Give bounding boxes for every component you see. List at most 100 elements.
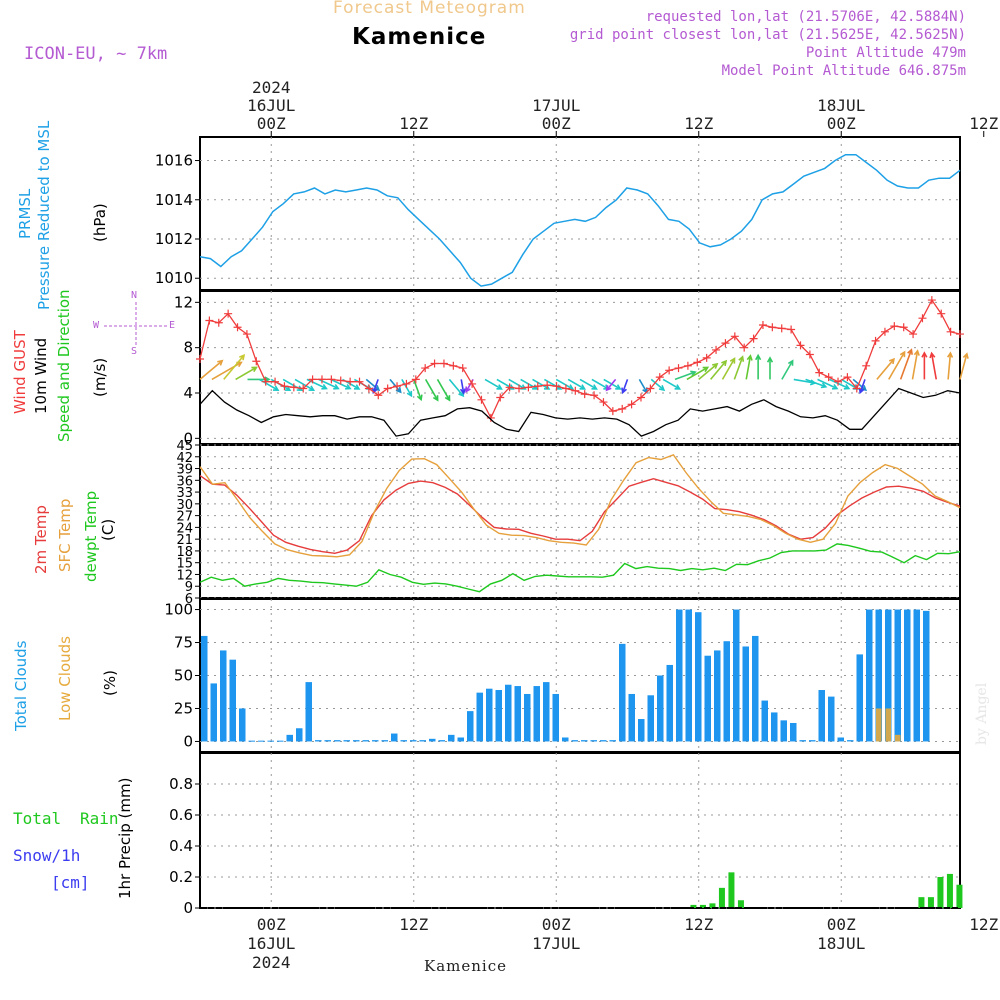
total-cloud-bar (457, 737, 464, 742)
wind-vector-head (787, 359, 794, 366)
total-cloud-bar (220, 650, 227, 742)
total-cloud-bar (533, 686, 540, 742)
wind-vector (852, 378, 867, 391)
gust-marker (937, 309, 946, 318)
y-tick-label: 75 (174, 634, 193, 652)
compass-rose (104, 302, 167, 346)
y-tick-label: 4 (183, 384, 193, 402)
model-label: ICON-EU, ~ 7km (24, 44, 168, 64)
gust-marker (486, 413, 495, 422)
gust-marker (261, 377, 270, 386)
wind-vector-head (345, 383, 352, 390)
total-cloud-bar (267, 740, 274, 742)
gust-marker (880, 327, 889, 336)
total-cloud-bar (818, 690, 825, 742)
y-tick-label: 36 (176, 474, 193, 489)
total-cloud-bar (885, 609, 892, 742)
wind-vector-head (239, 353, 246, 361)
total-cloud-bar (239, 708, 246, 742)
total-cloud-bar (210, 683, 217, 742)
total-cloud-bar (581, 740, 588, 742)
top-time-label: 18JUL (817, 96, 865, 115)
wind-vector-head (308, 385, 316, 391)
gust-marker (252, 357, 261, 366)
panel-frame (199, 444, 961, 599)
y-tick-label: 1010 (155, 269, 193, 287)
gust-marker (712, 345, 721, 354)
gust-marker (515, 384, 524, 393)
bottom-time-label: 16JUL (247, 934, 295, 953)
gust-marker (796, 341, 805, 350)
rain-bar (699, 904, 706, 908)
gust-marker (355, 377, 364, 386)
y-tick-label: 25 (174, 699, 193, 717)
wind10m-line (199, 387, 961, 437)
gust-marker (308, 375, 317, 384)
wind-vector (543, 378, 562, 390)
y-tick-label: 0.2 (169, 868, 193, 886)
wind-vector-head (591, 384, 598, 390)
total-cloud-bar (913, 609, 920, 742)
total-cloud-bar (904, 609, 911, 742)
y-tick-label: 42 (176, 451, 193, 466)
top-time-label: 00Z (542, 114, 571, 133)
wind-vector (484, 378, 502, 390)
wind-vector (662, 378, 680, 390)
wind-vector-head (444, 395, 451, 402)
top-time-label: 12Z (399, 114, 428, 133)
gust-marker (627, 400, 636, 409)
gust-marker (214, 318, 223, 327)
wind-vector-head (946, 351, 954, 358)
total-cloud-bar (647, 695, 654, 742)
wind-vector (745, 355, 752, 380)
total-cloud-bar (619, 643, 626, 742)
wind-vector-head (373, 385, 381, 392)
y-tick-label: 33 (176, 486, 193, 501)
wind-vector (448, 378, 464, 397)
gust-marker (393, 382, 402, 391)
total-cloud-bar (305, 682, 312, 742)
point-altitude: Point Altitude 479m (805, 45, 966, 61)
gust-markers (196, 296, 964, 422)
gust-marker (571, 386, 580, 395)
compass-n: N (131, 290, 138, 301)
gust-marker (740, 343, 749, 352)
gust-marker (693, 358, 702, 367)
wind-vector (930, 353, 938, 380)
wind-vector (959, 353, 968, 380)
model-altitude: Model Point Altitude 646.875m (721, 63, 966, 79)
wind-vector-head (465, 386, 471, 393)
bottom-time-label: 12Z (399, 915, 428, 934)
compass-w: W (93, 320, 100, 331)
gust-marker (552, 382, 561, 391)
location-title: Kamenice (352, 24, 487, 50)
wind-vector-head (755, 353, 762, 361)
total-cloud-bar (723, 641, 730, 742)
wind-vector-head (406, 390, 413, 398)
total-cloud-bar (229, 659, 236, 742)
gust-marker (233, 323, 242, 332)
wind-vector-head (831, 383, 839, 390)
cloud-bars (201, 609, 930, 742)
rain-bar (956, 884, 963, 908)
wind-vector (460, 379, 465, 394)
total-cloud-bar (448, 734, 455, 742)
wind-vector (621, 379, 629, 393)
product-title: Forecast Meteogram (333, 0, 526, 18)
y-tick-label: 6 (185, 592, 193, 607)
y-tick-label: 12 (176, 568, 193, 583)
rain-bar (718, 887, 725, 908)
gust-marker (383, 384, 392, 393)
wind-vector-head (621, 387, 627, 395)
precip-bars (200, 872, 963, 909)
wind-vector (710, 360, 727, 380)
gust-marker (439, 359, 448, 368)
total-cloud-bar (600, 740, 607, 742)
gust-marker (909, 330, 918, 339)
wind-vector (888, 351, 906, 380)
total-cloud-bar (742, 646, 749, 742)
gust-marker (242, 330, 251, 339)
gust-marker (449, 361, 458, 370)
